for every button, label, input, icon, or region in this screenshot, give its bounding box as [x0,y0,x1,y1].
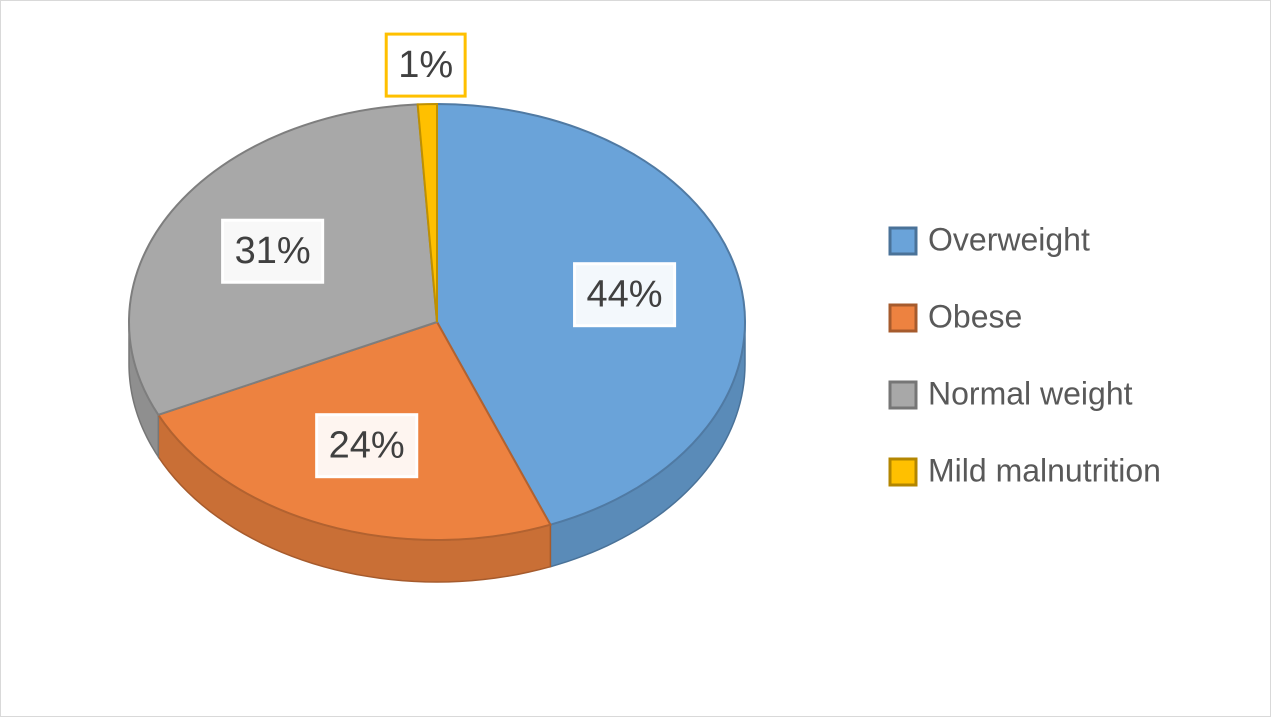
data-label: 44% [573,262,677,328]
legend-swatch [888,303,918,333]
data-label-text: 1% [398,44,453,86]
legend-swatch [888,380,918,410]
legend-label: Normal weight [928,375,1133,411]
data-label-text: 31% [235,230,311,272]
data-label-text: 44% [587,274,663,316]
data-label: 31% [221,218,325,284]
legend-label: Obese [928,298,1022,334]
data-label-box [315,413,419,479]
legend-swatch [888,457,918,487]
data-label-box [384,32,467,98]
legend-label: Overweight [928,221,1090,257]
data-label-text: 24% [329,425,405,467]
data-label-box [221,218,325,284]
slice [416,102,438,323]
data-label: 1% [384,32,467,98]
data-label-box [573,262,677,328]
legend-swatch [888,226,918,256]
data-label: 24% [315,413,419,479]
legend-label: Mild malnutrition [928,452,1161,488]
